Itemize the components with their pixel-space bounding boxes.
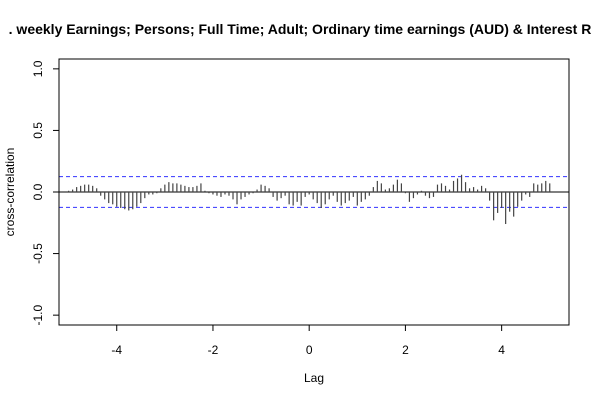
x-tick-label: 2 xyxy=(402,343,409,357)
y-tick-label: 0.0 xyxy=(31,183,45,200)
y-axis-label: cross-correlation xyxy=(3,148,17,237)
y-tick-label: -0.5 xyxy=(31,243,45,264)
y-tick-label: -1.0 xyxy=(31,304,45,325)
x-tick-label: -4 xyxy=(111,343,122,357)
x-axis: -4 -2 0 2 4 xyxy=(111,324,505,357)
y-tick-label: 0.5 xyxy=(31,122,45,139)
y-tick-label: 1.0 xyxy=(31,60,45,77)
y-axis: -1.0 -0.5 0.0 0.5 1.0 xyxy=(31,60,60,325)
chart-title: . weekly Earnings; Persons; Full Time; A… xyxy=(9,21,592,37)
significance-bounds xyxy=(59,176,569,208)
bars xyxy=(68,174,551,225)
x-tick-label: -2 xyxy=(208,343,219,357)
x-tick-label: 4 xyxy=(498,343,505,357)
x-axis-label: Lag xyxy=(304,371,324,385)
x-tick-label: 0 xyxy=(306,343,313,357)
